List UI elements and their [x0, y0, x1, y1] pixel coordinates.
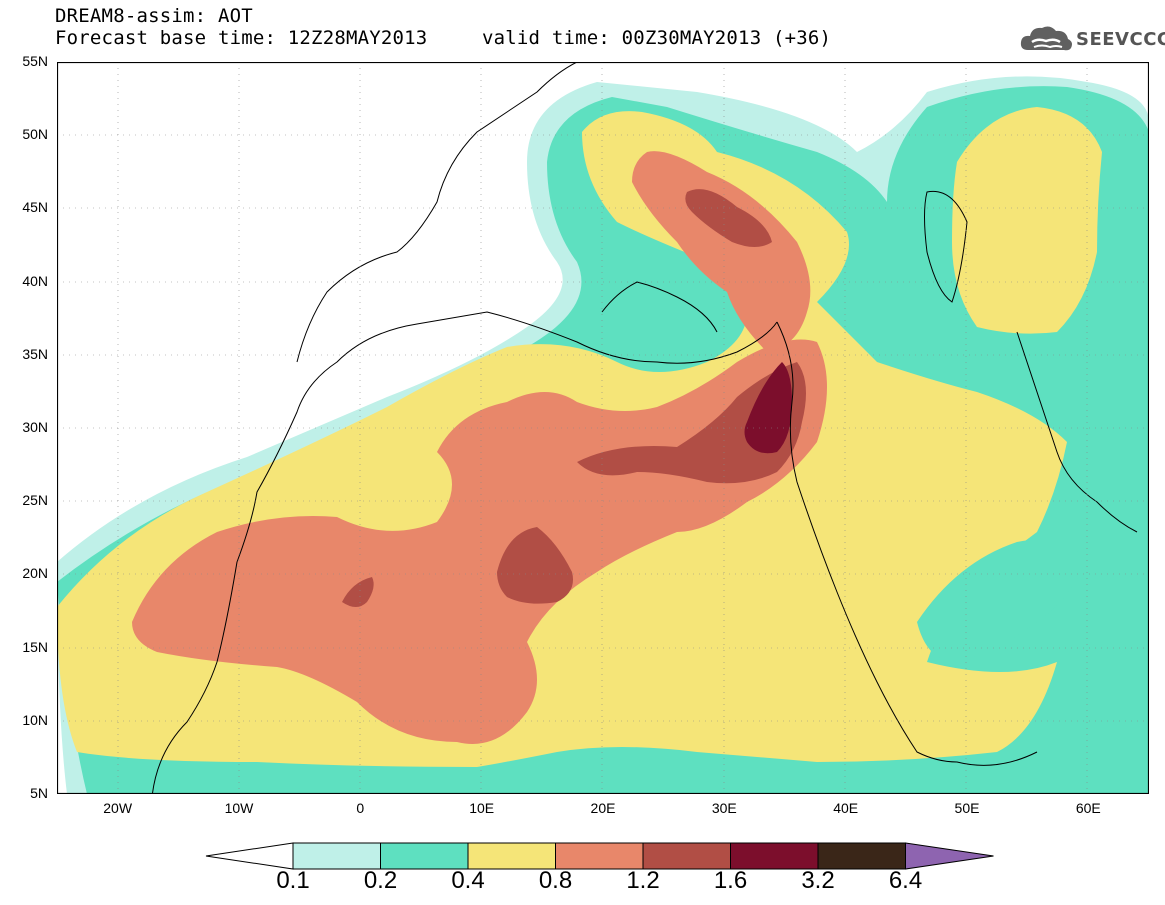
longitude-label: 10W [224, 800, 254, 816]
aot-contour-1.2-mali [342, 577, 374, 607]
colorbar-label: 0.2 [363, 867, 398, 894]
latitude-label: 30N [22, 419, 48, 435]
longitude-label: 20E [590, 800, 616, 816]
longitude-label: 30E [711, 800, 737, 816]
valid-time: valid time: 00Z30MAY2013 (+36) [482, 27, 832, 49]
colorbar-label: 1.2 [626, 867, 660, 894]
colorbar-label: 6.4 [888, 867, 923, 894]
latitude-label: 40N [22, 272, 48, 289]
aot-contour-0.2-arabia [917, 539, 1087, 662]
latitude-label: 5N [30, 785, 48, 801]
colorbar-segment [555, 842, 644, 870]
aot-contour-1.2-chad [497, 527, 573, 604]
colorbar-segment [642, 842, 731, 870]
colorbar-label: 0.1 [276, 867, 310, 894]
longitude-label: 20W [103, 800, 133, 816]
aot-contour-1.6 [744, 362, 792, 454]
colorbar-arrow-low [205, 842, 294, 870]
aot-contour-0.8 [132, 339, 827, 744]
base-time: Forecast base time: 12Z28MAY2013 [55, 27, 428, 49]
longitude-label: 0 [356, 800, 365, 816]
latitude-label: 50N [22, 126, 48, 143]
cloud-icon [1020, 26, 1072, 51]
latitude-label: 25N [22, 492, 48, 509]
aot-contour-0.4-caspian [952, 107, 1102, 334]
map-border [57, 62, 1149, 794]
colorbar-segment [380, 842, 469, 870]
colorbar-segment [730, 842, 819, 870]
longitude-label: 10E [469, 800, 495, 816]
graticule [57, 62, 1149, 794]
colorbar [205, 842, 994, 870]
logo: SEEVCCC [1018, 22, 1165, 56]
colorbar-label: 0.8 [538, 867, 573, 894]
map [57, 62, 1149, 794]
latitude-label: 20N [22, 565, 48, 582]
colorbar-label: 0.4 [451, 867, 485, 894]
colorbar-label: 1.6 [713, 867, 748, 894]
product-title: DREAM8-assim: AOT [55, 5, 253, 27]
aot-contour-1.2-black-sea [685, 189, 772, 247]
latitude-label: 45N [22, 199, 48, 216]
latitude-label: 10N [22, 711, 48, 728]
colorbar-segment [292, 842, 381, 870]
colorbar-arrow-high [905, 842, 994, 870]
colorbar-segment [467, 842, 556, 870]
longitude-label: 50E [954, 800, 980, 816]
latitude-label: 55N [22, 53, 48, 69]
latitude-label: 35N [22, 345, 48, 362]
colorbar-segment [817, 842, 906, 870]
longitude-label: 60E [1075, 800, 1101, 816]
aot-contour-1.2 [577, 362, 806, 484]
longitude-label: 40E [833, 800, 859, 816]
coastlines [151, 62, 1138, 794]
aot-contour-0.8-balkans [632, 151, 811, 352]
colorbar-label: 3.2 [801, 867, 835, 894]
latitude-label: 15N [22, 638, 48, 655]
logo-text: SEEVCCC [1076, 28, 1165, 50]
